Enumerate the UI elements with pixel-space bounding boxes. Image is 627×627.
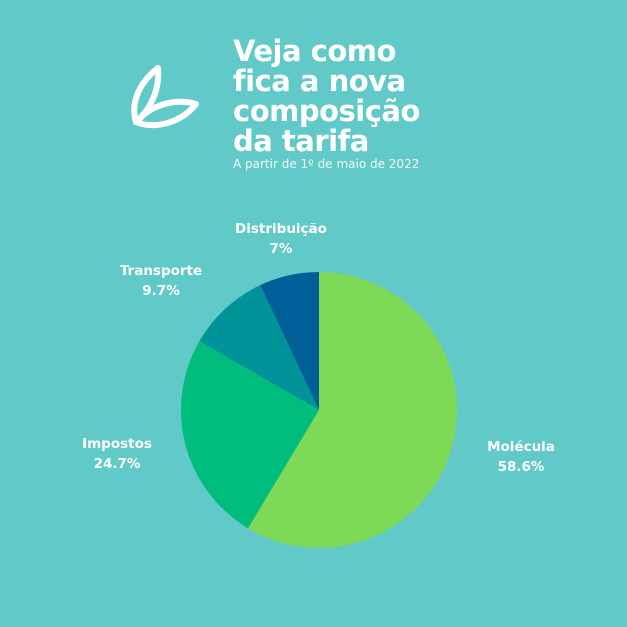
pie-slice-transporte — [199, 285, 319, 410]
pie-slice-impostos — [180, 341, 319, 529]
label-name: Impostos — [82, 436, 152, 452]
label-distribuicao: Distribuição 7% — [235, 219, 327, 259]
label-molecula: Molécula 58.6% — [487, 437, 555, 477]
label-value: 7% — [269, 241, 293, 257]
page-subtitle: A partir de 1º de maio de 2022 — [233, 157, 420, 171]
label-name: Transporte — [119, 263, 203, 279]
label-name: Distribuição — [235, 221, 327, 237]
label-transporte: Transporte 9.7% — [120, 261, 202, 301]
page-title: Veja como fica a nova composição da tari… — [233, 34, 420, 158]
label-name: Molécula — [487, 439, 555, 455]
pie-slice-distribuicao — [260, 272, 319, 410]
label-value: 58.6% — [497, 459, 545, 475]
label-impostos: Impostos 24.7% — [82, 434, 152, 474]
label-value: 24.7% — [93, 456, 141, 472]
pie-slice-molecula — [248, 272, 457, 548]
label-value: 9.7% — [142, 283, 180, 299]
leaf-logo-icon — [131, 65, 199, 129]
